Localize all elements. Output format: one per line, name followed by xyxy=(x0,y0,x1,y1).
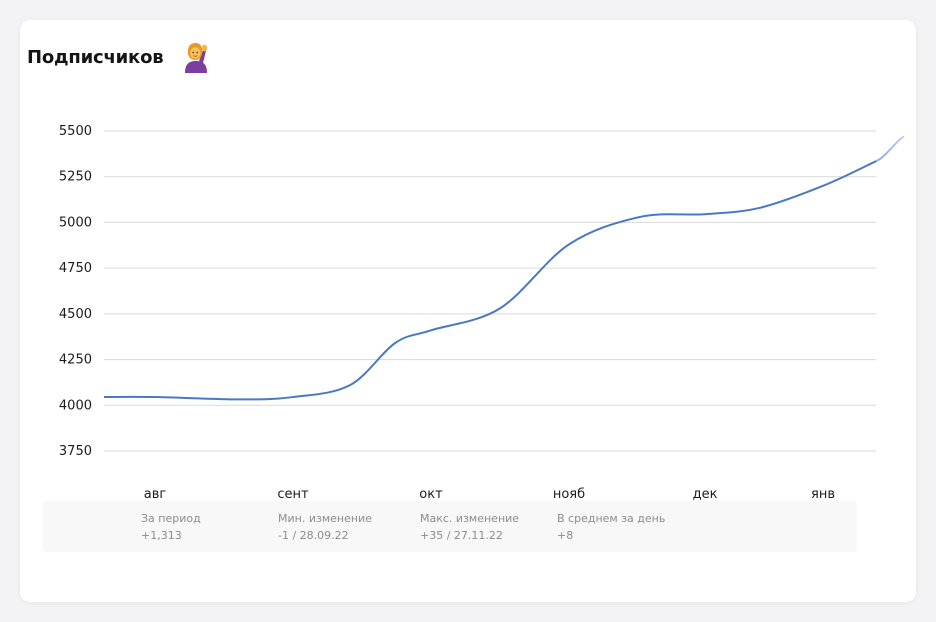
stat-value: +8 xyxy=(557,529,574,542)
x-tick-label: авг xyxy=(144,487,167,502)
person-raising-hand-icon xyxy=(185,43,208,73)
series-line-extension xyxy=(875,135,905,163)
stat-label: В среднем за день xyxy=(557,512,666,525)
stat-value: +35 / 27.11.22 xyxy=(420,529,503,542)
series-line xyxy=(103,160,877,401)
x-tick-label: сент xyxy=(277,487,309,502)
grid-lines xyxy=(104,130,876,452)
y-axis: 5500 5250 5000 4750 4500 4250 4000 3750 xyxy=(59,124,92,459)
y-tick-label: 3750 xyxy=(59,444,92,459)
stat-max-change: Макс. изменение +35 / 27.11.22 xyxy=(420,511,519,544)
chart-header: Подписчиков xyxy=(27,40,213,74)
series xyxy=(103,135,905,401)
y-tick-label: 4500 xyxy=(59,307,92,322)
chart-title: Подписчиков xyxy=(27,46,164,68)
stats-panel: За период +1,313 Мин. изменение -1 / 28.… xyxy=(43,501,857,552)
y-tick-label: 5250 xyxy=(59,170,92,185)
stat-label: За период xyxy=(141,512,201,525)
y-tick-label: 4750 xyxy=(59,261,92,276)
y-tick-label: 5000 xyxy=(59,215,92,230)
stat-min-change: Мин. изменение -1 / 28.09.22 xyxy=(278,511,372,544)
stat-value: -1 / 28.09.22 xyxy=(278,529,349,542)
y-tick-label: 4250 xyxy=(59,353,92,368)
x-tick-label: окт xyxy=(419,487,443,502)
x-axis: авг сент окт нояб дек янв xyxy=(144,487,835,502)
stat-label: Макс. изменение xyxy=(420,512,520,525)
stat-daily-average: В среднем за день +8 xyxy=(557,511,665,544)
y-tick-label: 4000 xyxy=(59,398,92,413)
stat-value: +1,313 xyxy=(141,529,182,542)
x-tick-label: янв xyxy=(811,487,835,502)
x-tick-label: дек xyxy=(693,487,718,502)
stat-label: Мин. изменение xyxy=(278,512,372,525)
x-tick-label: нояб xyxy=(553,487,585,502)
stat-period: За период +1,313 xyxy=(141,511,201,544)
y-tick-label: 5500 xyxy=(59,124,92,139)
